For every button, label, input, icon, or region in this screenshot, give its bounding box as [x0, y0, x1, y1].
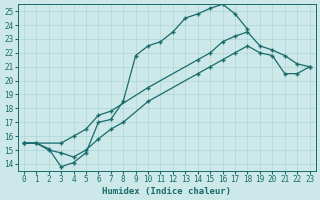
X-axis label: Humidex (Indice chaleur): Humidex (Indice chaleur): [102, 187, 231, 196]
